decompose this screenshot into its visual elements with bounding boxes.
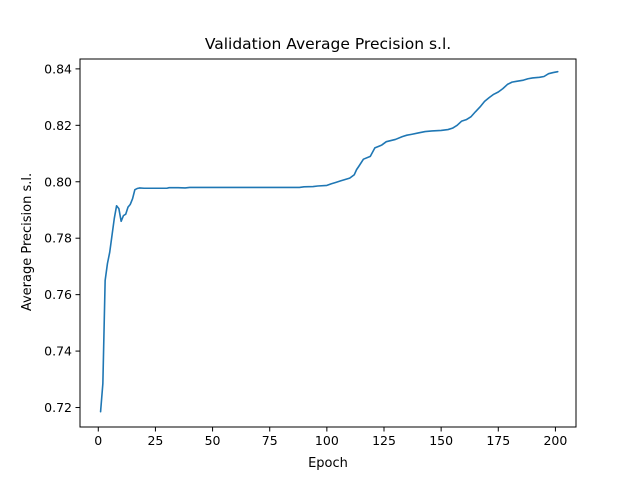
y-tick-label: 0.76 bbox=[44, 287, 72, 302]
x-tick-label: 25 bbox=[147, 433, 163, 448]
plot-area: 0 25 50 75 100 125 150 175 200 0.72 0.74 0.76 0.78 0.… bbox=[44, 58, 577, 448]
x-tick-label: 100 bbox=[315, 433, 339, 448]
y-axis-label: Average Precision s.l. bbox=[20, 173, 35, 311]
y-tick-label: 0.74 bbox=[44, 344, 72, 359]
chart-title: Validation Average Precision s.l. bbox=[205, 35, 451, 53]
axes-frame bbox=[79, 58, 577, 428]
x-tick-label: 175 bbox=[486, 433, 510, 448]
series-line-0 bbox=[99, 70, 559, 413]
x-tick-label: 75 bbox=[262, 433, 278, 448]
y-tick-label: 0.82 bbox=[44, 118, 72, 133]
x-tick-label: 150 bbox=[429, 433, 453, 448]
x-tick-label: 200 bbox=[543, 433, 567, 448]
y-tick-label: 0.78 bbox=[44, 231, 72, 246]
x-tick-label: 50 bbox=[205, 433, 221, 448]
x-tick-label: 125 bbox=[372, 433, 396, 448]
x-axis-label: Epoch bbox=[308, 456, 348, 471]
y-tick-label: 0.72 bbox=[44, 400, 72, 415]
x-tick-label: 0 bbox=[94, 433, 102, 448]
y-tick-label: 0.84 bbox=[44, 61, 72, 76]
y-tick-label: 0.80 bbox=[44, 174, 72, 189]
